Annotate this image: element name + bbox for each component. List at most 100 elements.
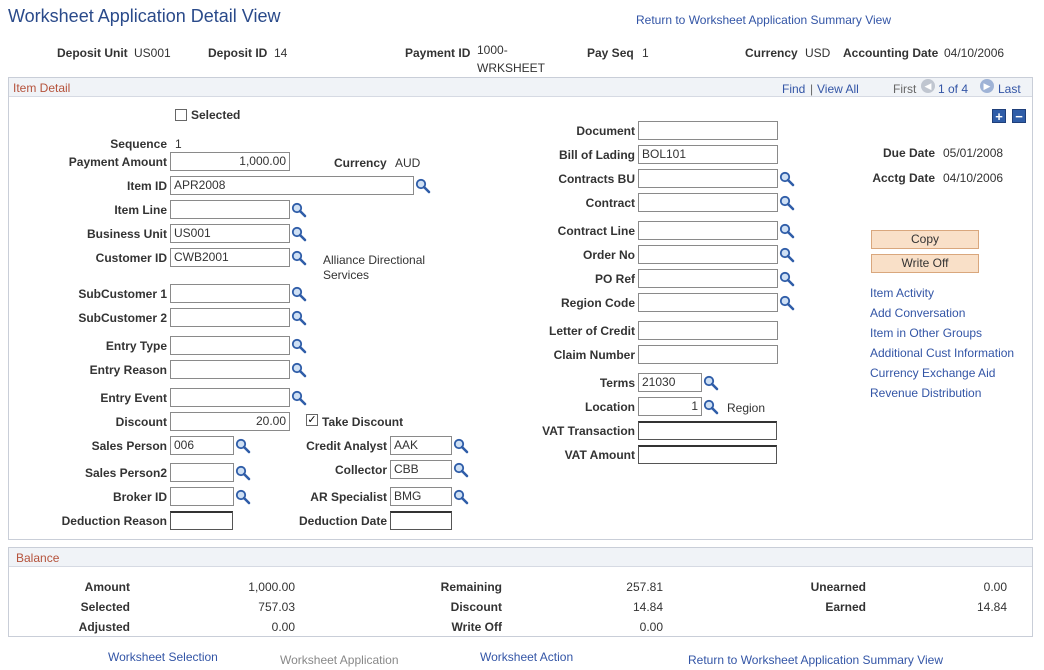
subcustomer1-lookup-icon[interactable]: [291, 286, 307, 302]
location-field[interactable]: 1: [638, 397, 702, 416]
item-in-other-groups-link[interactable]: Item in Other Groups: [870, 326, 983, 340]
deduction-reason-field[interactable]: [170, 511, 233, 530]
vat-transaction-field[interactable]: [638, 421, 777, 440]
region-code-field[interactable]: [638, 293, 778, 312]
vat-transaction-label: VAT Transaction: [542, 424, 635, 438]
deduction-date-field[interactable]: [390, 511, 452, 530]
balance-unearned-label: Unearned: [810, 580, 866, 594]
entry-reason-field[interactable]: [170, 360, 290, 379]
po-ref-lookup-icon[interactable]: [779, 271, 795, 287]
credit-analyst-lookup-icon[interactable]: [453, 438, 469, 454]
deduction-reason-label: Deduction Reason: [61, 514, 167, 528]
deposit-id-value: 14: [274, 46, 288, 60]
vat-amount-field[interactable]: [638, 445, 777, 464]
region-code-lookup-icon[interactable]: [779, 295, 795, 311]
customer-id-lookup-icon[interactable]: [291, 250, 307, 266]
item-activity-link[interactable]: Item Activity: [870, 286, 935, 300]
add-conversation-link[interactable]: Add Conversation: [870, 306, 966, 320]
ar-specialist-lookup-icon[interactable]: [453, 489, 469, 505]
subcustomer1-label: SubCustomer 1: [78, 287, 167, 301]
terms-lookup-icon[interactable]: [703, 375, 719, 391]
contract-field[interactable]: [638, 193, 778, 212]
find-separator: |: [810, 82, 814, 96]
bill-of-lading-field[interactable]: BOL101: [638, 145, 778, 164]
contract-line-label: Contract Line: [557, 224, 635, 238]
business-unit-field[interactable]: US001: [170, 224, 290, 243]
contracts-bu-lookup-icon[interactable]: [779, 171, 795, 187]
entry-event-lookup-icon[interactable]: [291, 390, 307, 406]
subcustomer2-lookup-icon[interactable]: [291, 310, 307, 326]
previous-arrow-icon[interactable]: ◀: [921, 79, 935, 93]
region-code-label: Region Code: [561, 296, 635, 310]
credit-analyst-field[interactable]: AAK: [390, 436, 452, 455]
first-label[interactable]: First: [893, 82, 917, 96]
view-all-link[interactable]: View All: [817, 82, 859, 96]
subcustomer2-label: SubCustomer 2: [78, 311, 167, 325]
claim-number-field[interactable]: [638, 345, 778, 364]
subcustomer1-field[interactable]: [170, 284, 290, 303]
selected-checkbox[interactable]: [175, 109, 187, 121]
worksheet-action-link[interactable]: Worksheet Action: [480, 650, 574, 664]
item-id-lookup-icon[interactable]: [415, 178, 431, 194]
balance-title: Balance: [16, 551, 60, 565]
entry-event-field[interactable]: [170, 388, 290, 407]
item-line-lookup-icon[interactable]: [291, 202, 307, 218]
entry-type-lookup-icon[interactable]: [291, 338, 307, 354]
item-id-field[interactable]: APR2008: [170, 176, 414, 195]
customer-name-line1: Alliance Directional: [323, 253, 426, 267]
write-off-button[interactable]: Write Off: [871, 254, 979, 273]
ar-specialist-field[interactable]: BMG: [390, 487, 452, 506]
sales-person2-field[interactable]: [170, 463, 234, 482]
order-no-lookup-icon[interactable]: [779, 247, 795, 263]
sales-person2-lookup-icon[interactable]: [235, 465, 251, 481]
last-link[interactable]: Last: [998, 82, 1021, 96]
payment-amount-field[interactable]: 1,000.00: [170, 152, 290, 171]
po-ref-field[interactable]: [638, 269, 778, 288]
sales-person-field[interactable]: 006: [170, 436, 234, 455]
balance-amount-value: 1,000.00: [248, 580, 295, 594]
copy-button[interactable]: Copy: [871, 230, 979, 249]
contract-line-lookup-icon[interactable]: [779, 223, 795, 239]
terms-field[interactable]: 21030: [638, 373, 702, 392]
broker-id-field[interactable]: [170, 487, 234, 506]
sales-person-lookup-icon[interactable]: [235, 438, 251, 454]
business-unit-lookup-icon[interactable]: [291, 226, 307, 242]
accounting-date-value: 04/10/2006: [944, 46, 1005, 60]
return-to-summary-link-bottom[interactable]: Return to Worksheet Application Summary …: [688, 653, 944, 667]
contract-lookup-icon[interactable]: [779, 195, 795, 211]
find-link[interactable]: Find: [782, 82, 806, 96]
contract-label: Contract: [585, 196, 635, 210]
item-detail-header: Item Detail: [9, 78, 1032, 97]
item-line-label: Item Line: [114, 203, 167, 217]
customer-name-line2: Services: [323, 268, 370, 282]
item-line-field[interactable]: [170, 200, 290, 219]
currency-exchange-aid-link[interactable]: Currency Exchange Aid: [870, 366, 996, 380]
entry-reason-lookup-icon[interactable]: [291, 362, 307, 378]
collector-label: Collector: [334, 463, 387, 477]
customer-id-field[interactable]: CWB2001: [170, 248, 290, 267]
return-to-summary-link-top[interactable]: Return to Worksheet Application Summary …: [636, 13, 892, 27]
revenue-distribution-link[interactable]: Revenue Distribution: [870, 386, 982, 400]
take-discount-checkbox[interactable]: ✓: [306, 414, 318, 426]
discount-field[interactable]: 20.00: [170, 412, 290, 431]
subcustomer2-field[interactable]: [170, 308, 290, 327]
balance-header: Balance: [9, 548, 1032, 567]
entry-type-field[interactable]: [170, 336, 290, 355]
worksheet-selection-link[interactable]: Worksheet Selection: [108, 650, 218, 664]
page-title: Worksheet Application Detail View: [8, 6, 281, 26]
delete-row-icon[interactable]: −: [1012, 109, 1026, 123]
location-lookup-icon[interactable]: [703, 399, 719, 415]
broker-id-lookup-icon[interactable]: [235, 489, 251, 505]
document-field[interactable]: [638, 121, 778, 140]
order-no-field[interactable]: [638, 245, 778, 264]
additional-cust-information-link[interactable]: Additional Cust Information: [870, 346, 1015, 360]
collector-field[interactable]: CBB: [390, 460, 452, 479]
add-row-icon[interactable]: +: [992, 109, 1006, 123]
next-arrow-icon[interactable]: ▶: [980, 79, 994, 93]
accounting-date-label: Accounting Date: [843, 46, 939, 60]
row-counter: 1 of 4: [938, 82, 969, 96]
letter-of-credit-field[interactable]: [638, 321, 778, 340]
collector-lookup-icon[interactable]: [453, 462, 469, 478]
contracts-bu-field[interactable]: [638, 169, 778, 188]
contract-line-field[interactable]: [638, 221, 778, 240]
